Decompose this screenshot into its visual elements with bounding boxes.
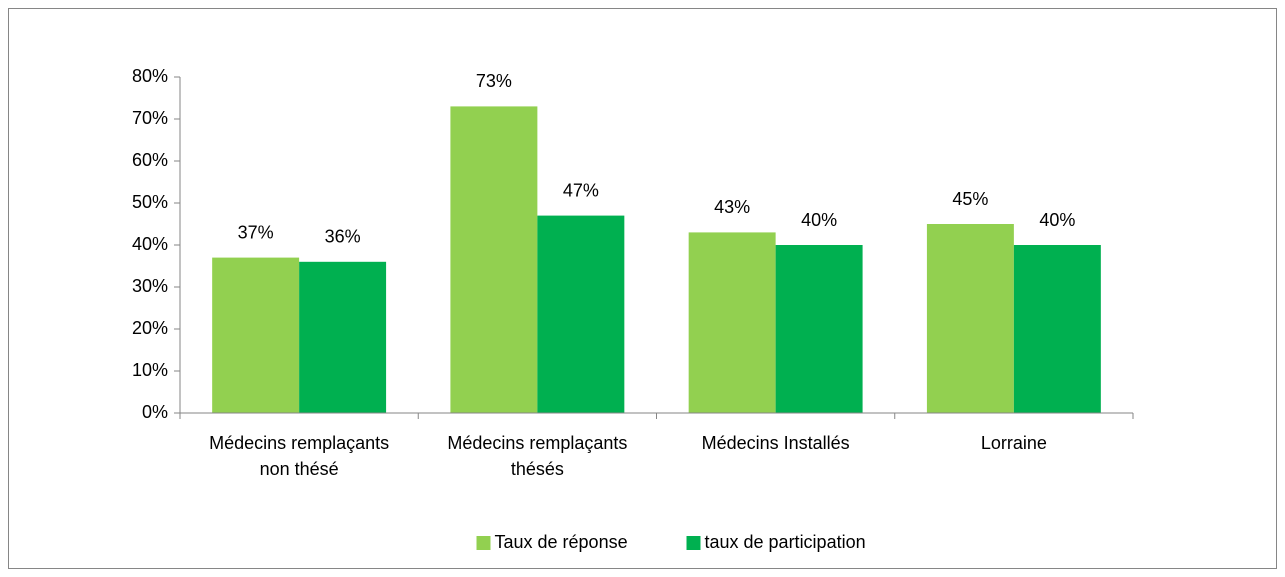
data-label: 40%: [801, 210, 837, 230]
x-tick-label: Médecins remplaçants non thésé: [209, 433, 390, 479]
data-label: 45%: [952, 189, 988, 209]
x-tick-label: Médecins Installés: [701, 433, 850, 453]
bar: [1013, 245, 1101, 413]
x-tick-label: Médecins remplaçants thésés: [447, 433, 628, 479]
y-tick-label: 10%: [132, 360, 168, 380]
bar: [775, 245, 863, 413]
legend-swatch: [476, 536, 491, 550]
data-label: 37%: [238, 222, 274, 242]
data-label: 43%: [714, 197, 750, 217]
bar: [212, 257, 300, 413]
x-tick-label: Lorraine: [980, 433, 1047, 453]
data-label: 40%: [1039, 210, 1075, 230]
y-tick-label: 70%: [132, 108, 168, 128]
y-tick-label: 20%: [132, 318, 168, 338]
data-label: 73%: [476, 71, 512, 91]
legend-swatch: [686, 536, 701, 550]
bar: [299, 261, 387, 413]
y-tick-label: 30%: [132, 276, 168, 296]
y-tick-label: 50%: [132, 192, 168, 212]
legend-label: taux de participation: [705, 532, 866, 552]
y-tick-label: 40%: [132, 234, 168, 254]
bar: [926, 224, 1014, 413]
bar: [688, 232, 776, 413]
chart-frame: [8, 8, 1277, 569]
y-tick-label: 0%: [142, 402, 168, 422]
data-label: 36%: [325, 227, 361, 247]
y-tick-label: 60%: [132, 150, 168, 170]
legend-label: Taux de réponse: [495, 532, 628, 552]
bar: [450, 106, 538, 414]
bar: [537, 215, 625, 413]
y-tick-label: 80%: [132, 66, 168, 86]
data-label: 47%: [563, 180, 599, 200]
